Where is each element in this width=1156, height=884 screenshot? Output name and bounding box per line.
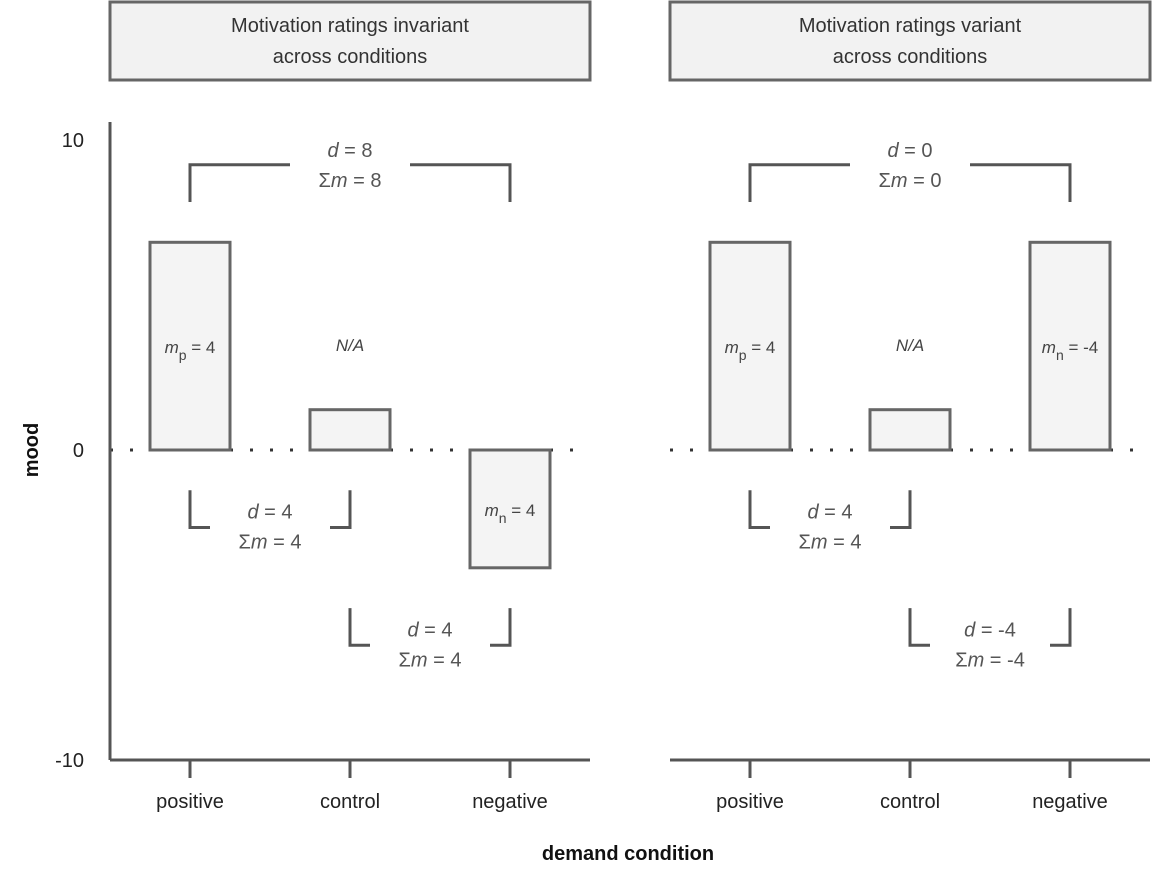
bar-negative [1028, 240, 1112, 452]
bar-control [308, 408, 392, 452]
bar-label-control: N/A [336, 336, 364, 355]
bracket-sum-label: Σm = 4 [239, 532, 302, 554]
y-tick-label: 0 [73, 440, 84, 462]
x-tick-label: negative [472, 791, 548, 813]
bracket [188, 163, 512, 202]
y-tick-label: 10 [62, 130, 84, 152]
x-tick-label: positive [156, 791, 224, 813]
y-tick-label: -10 [55, 750, 84, 772]
bar-negative [468, 448, 552, 570]
bar-label-negative: mn = -4 [1042, 338, 1098, 363]
bar-positive [708, 240, 792, 452]
x-tick-label: control [320, 791, 380, 813]
bar-label-positive: mp = 4 [165, 338, 216, 363]
bracket-d-label: d = 4 [807, 502, 852, 524]
bracket-d-label: d = 0 [887, 140, 932, 162]
bar-control [868, 408, 952, 452]
bracket-d-label: d = -4 [964, 619, 1016, 641]
bracket [908, 608, 1072, 647]
x-axis-title: demand condition [542, 843, 714, 865]
bracket-d-label: d = 4 [247, 502, 292, 524]
x-tick-label: positive [716, 791, 784, 813]
bracket-sum-label: Σm = 0 [879, 170, 942, 192]
bracket-d-label: d = 8 [327, 140, 372, 162]
bracket-d-label: d = 4 [407, 619, 452, 641]
bracket-sum-label: Σm = -4 [955, 649, 1025, 671]
strip-title-line: across conditions [273, 46, 428, 68]
bar-label-negative: mn = 4 [485, 501, 536, 526]
x-tick-label: control [880, 791, 940, 813]
bracket [188, 490, 352, 529]
strip-title-line: across conditions [833, 46, 988, 68]
strip-title-line: Motivation ratings variant [799, 15, 1022, 37]
panel-2: Motivation ratings variant across conditi… [668, 0, 1152, 813]
bar-positive [148, 240, 232, 452]
strip-box [668, 0, 1152, 82]
bracket-sum-label: Σm = 4 [399, 649, 462, 671]
panel-1: Motivation ratings invariant across condi… [108, 0, 592, 813]
bar-label-positive: mp = 4 [725, 338, 776, 363]
bracket-sum-label: Σm = 8 [319, 170, 382, 192]
strip-title-line: Motivation ratings invariant [231, 15, 469, 37]
bracket [748, 163, 1072, 202]
x-tick-label: negative [1032, 791, 1108, 813]
bracket [748, 490, 912, 529]
strip-box [108, 0, 592, 82]
bracket-sum-label: Σm = 4 [799, 532, 862, 554]
bracket [348, 608, 512, 647]
bar-label-control: N/A [896, 336, 924, 355]
y-axis-title: mood [21, 423, 43, 477]
